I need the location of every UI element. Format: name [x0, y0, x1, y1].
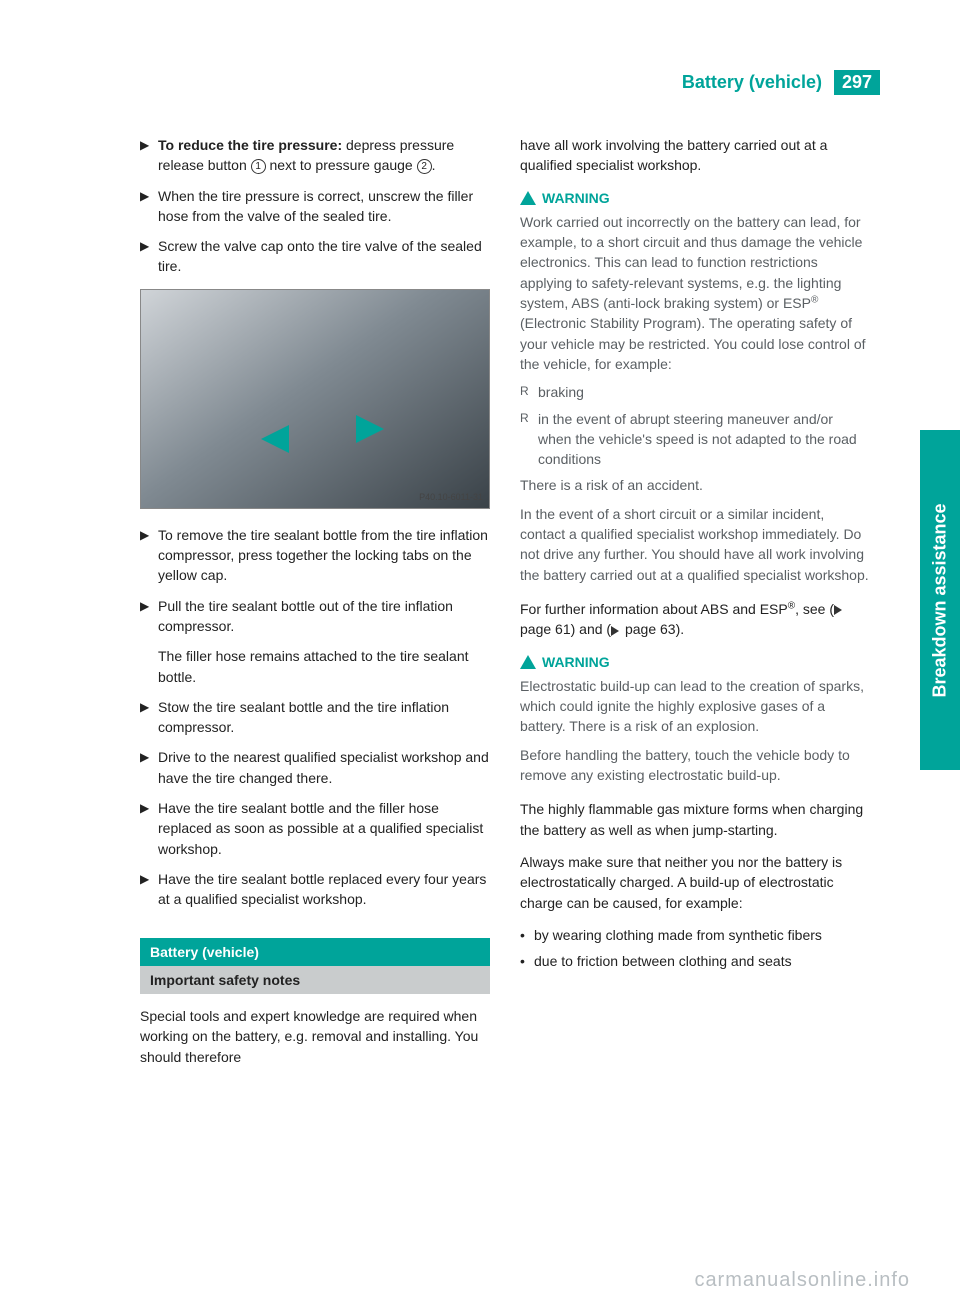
step-marker-icon: ▶: [140, 186, 158, 227]
body-paragraph: Special tools and expert knowledge are r…: [140, 1006, 490, 1067]
step-marker-icon: ▶: [140, 135, 158, 176]
subsection-heading: Important safety notes: [140, 966, 490, 994]
step-text: To reduce the tire pressure: depress pre…: [158, 135, 490, 176]
warning-paragraph: Electrostatic build-up can lead to the c…: [520, 676, 870, 737]
bullet-text: due to friction between clothing and sea…: [534, 951, 870, 971]
warning-triangle-icon: [520, 191, 536, 205]
instruction-arrow-icon: [356, 415, 384, 443]
bullet-marker: •: [520, 925, 534, 945]
step-text: Pull the tire sealant bottle out of the …: [158, 596, 490, 637]
body-paragraph: For further information about ABS and ES…: [520, 599, 870, 640]
warning-label: WARNING: [542, 652, 610, 672]
step-text: Screw the valve cap onto the tire valve …: [158, 236, 490, 277]
step-marker-icon: ▶: [140, 869, 158, 910]
section-heading: Battery (vehicle): [140, 938, 490, 966]
bullet-marker: •: [520, 951, 534, 971]
body-paragraph: Always make sure that neither you nor th…: [520, 852, 870, 913]
page-number: 297: [834, 70, 880, 95]
page-ref-icon: [834, 605, 842, 615]
bullet-text: in the event of abrupt steering maneuver…: [538, 409, 870, 470]
warning-heading: WARNING: [520, 652, 870, 672]
compressor-figure: P40.10-6011-31: [140, 289, 490, 509]
warning-body: Work carried out incorrectly on the batt…: [520, 212, 870, 585]
step-text: Stow the tire sealant bottle and the tir…: [158, 697, 490, 738]
page-ref-icon: [611, 626, 619, 636]
step-marker-icon: ▶: [140, 525, 158, 586]
figure-id: P40.10-6011-31: [419, 491, 483, 504]
bullet-marker: R: [520, 382, 538, 402]
warning-heading: WARNING: [520, 188, 870, 208]
step-text: Have the tire sealant bottle replaced ev…: [158, 869, 490, 910]
warning-label: WARNING: [542, 188, 610, 208]
bullet-text: braking: [538, 382, 870, 402]
warning-triangle-icon: [520, 655, 536, 669]
warning-paragraph: Before handling the battery, touch the v…: [520, 745, 870, 786]
step-text: Have the tire sealant bottle and the fil…: [158, 798, 490, 859]
step-marker-icon: ▶: [140, 798, 158, 859]
manual-page: Battery (vehicle) 297 Breakdown assistan…: [0, 0, 960, 1302]
step-text: Drive to the nearest qualified specialis…: [158, 747, 490, 788]
bullet-marker: R: [520, 409, 538, 470]
warning-paragraph: In the event of a short circuit or a sim…: [520, 504, 870, 585]
left-column: ▶ To reduce the tire pressure: depress p…: [140, 135, 490, 1079]
step-text: To remove the tire sealant bottle from t…: [158, 525, 490, 586]
step-marker-icon: ▶: [140, 236, 158, 277]
watermark: carmanualsonline.info: [694, 1269, 910, 1292]
step-marker-icon: ▶: [140, 697, 158, 738]
step-note: The filler hose remains attached to the …: [158, 646, 490, 687]
step-marker-icon: ▶: [140, 596, 158, 637]
section-tab-label: Breakdown assistance: [930, 503, 951, 697]
instruction-arrow-icon: [261, 425, 289, 453]
warning-paragraph: There is a risk of an accident.: [520, 475, 870, 495]
bullet-text: by wearing clothing made from synthetic …: [534, 925, 870, 945]
right-column: have all work involving the battery carr…: [520, 135, 870, 1079]
warning-body: Electrostatic build-up can lead to the c…: [520, 676, 870, 785]
header-title: Battery (vehicle): [682, 72, 822, 93]
body-paragraph: The highly flammable gas mixture forms w…: [520, 799, 870, 840]
body-paragraph: have all work involving the battery carr…: [520, 135, 870, 176]
section-tab: Breakdown assistance: [920, 430, 960, 770]
page-header: Battery (vehicle) 297: [140, 70, 880, 95]
step-text: When the tire pressure is correct, unscr…: [158, 186, 490, 227]
step-marker-icon: ▶: [140, 747, 158, 788]
